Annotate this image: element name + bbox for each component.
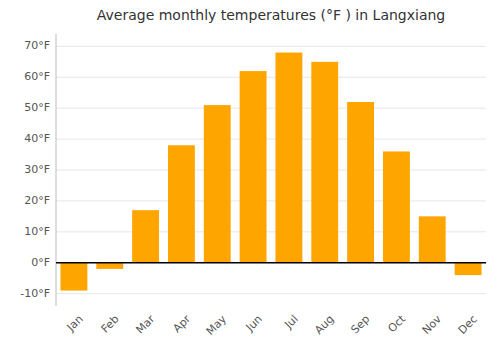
bar <box>132 210 159 263</box>
x-tick-label: Jun <box>243 313 265 335</box>
grid-line <box>56 46 486 47</box>
x-tick-label: Mar <box>133 312 157 336</box>
x-tick-label: Jan <box>64 313 86 335</box>
y-tick-label: 0°F <box>31 256 50 269</box>
x-tick-label: Sep <box>349 313 373 337</box>
y-tick-label: -10°F <box>20 287 50 300</box>
bar <box>383 151 410 262</box>
y-axis: -10°F 0°F 10°F 20°F 30°F 40°F 50°F 60°F 70°F <box>20 34 56 306</box>
bar <box>419 216 446 262</box>
x-axis: Jan Feb Mar Apr May Jun Jul Aug Sep Oct Nov Dec <box>64 312 480 338</box>
y-tick-label: 20°F <box>24 194 50 207</box>
grid-line <box>56 293 486 294</box>
grid-line <box>56 200 486 201</box>
grid-line <box>56 262 486 263</box>
chart-svg: Average monthly temperatures (°F ) in La… <box>0 0 500 350</box>
bar <box>275 53 302 263</box>
bar <box>168 145 195 262</box>
bar <box>347 102 374 263</box>
grid-line <box>56 108 486 109</box>
x-tick-label: Aug <box>312 313 336 337</box>
bars <box>60 53 481 291</box>
y-tick-label: 10°F <box>24 225 50 238</box>
x-tick-label: Jul <box>281 313 300 332</box>
bar <box>60 263 87 291</box>
x-tick-label: Feb <box>99 313 122 336</box>
chart-title: Average monthly temperatures (°F ) in La… <box>97 7 446 23</box>
y-tick-label: 50°F <box>24 101 50 114</box>
grid-line <box>56 77 486 78</box>
bar <box>204 105 231 263</box>
grid-line <box>56 139 486 140</box>
x-tick-label: Apr <box>171 312 194 335</box>
bar <box>455 263 482 275</box>
x-tick-label: Dec <box>456 313 480 337</box>
chart-container: Average monthly temperatures (°F ) in La… <box>0 0 500 350</box>
y-tick-label: 40°F <box>24 132 50 145</box>
bar <box>96 263 123 269</box>
bar <box>311 62 338 263</box>
x-tick-label: May <box>204 312 230 338</box>
grid <box>56 46 486 293</box>
y-tick-label: 60°F <box>24 70 50 83</box>
zero-line <box>56 262 486 264</box>
y-tick-label: 30°F <box>24 163 50 176</box>
y-tick-label: 70°F <box>24 39 50 52</box>
y-axis-line <box>56 34 57 306</box>
bar <box>240 71 267 263</box>
grid-line <box>56 170 486 171</box>
x-tick-label: Nov <box>420 312 445 337</box>
x-tick-label: Oct <box>386 312 409 335</box>
